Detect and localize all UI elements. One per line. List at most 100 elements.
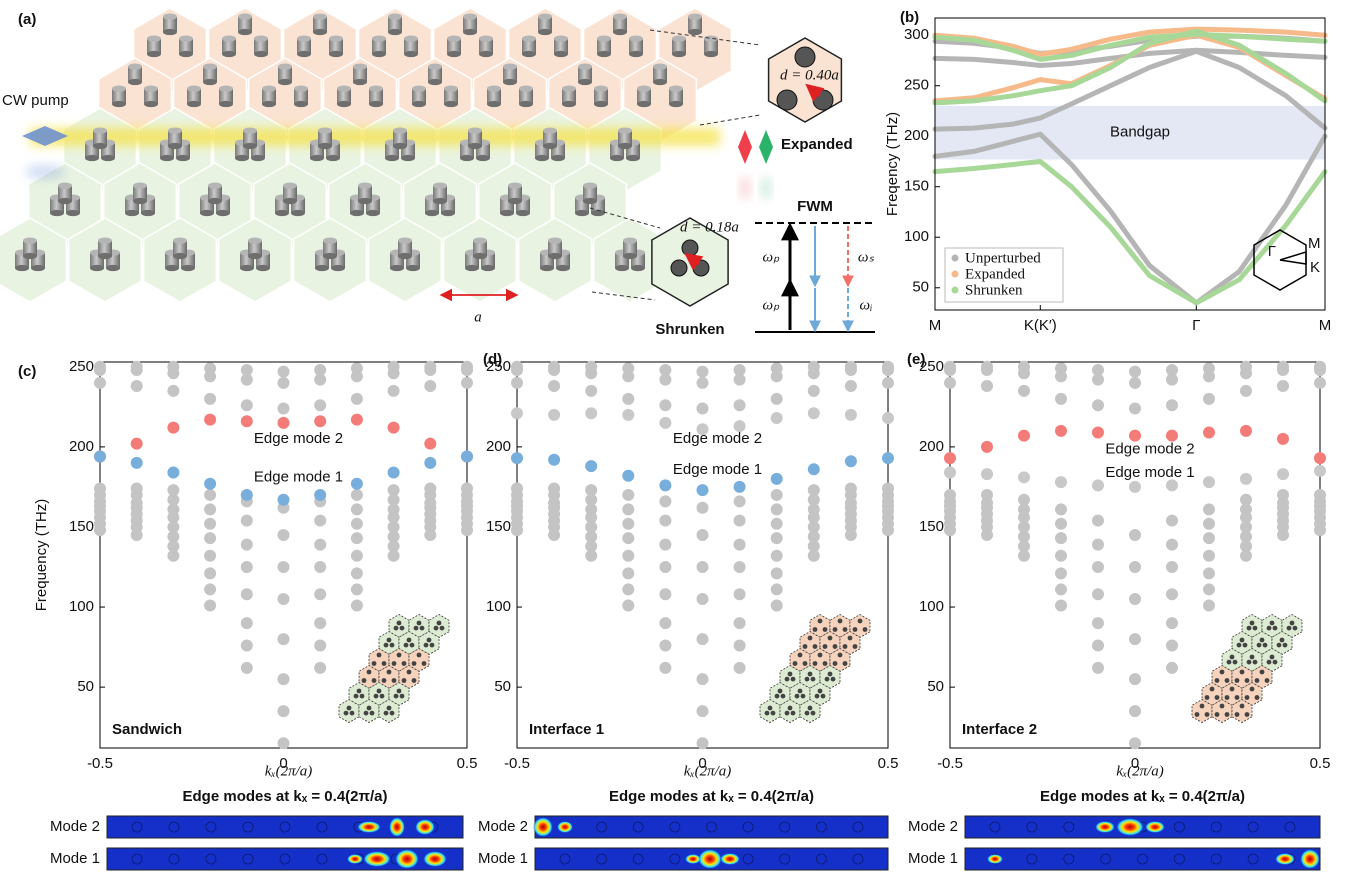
edge-mode-dot bbox=[1314, 465, 1326, 477]
bulk-dot bbox=[351, 532, 363, 544]
supercell-rod bbox=[1267, 626, 1272, 631]
supercell-rod bbox=[811, 711, 816, 716]
rod-base bbox=[554, 51, 568, 57]
edge-mode-dot bbox=[1055, 476, 1067, 488]
bulk-dot bbox=[241, 662, 253, 674]
bulk-dot bbox=[771, 503, 783, 515]
field-map-row-label: Mode 1 bbox=[478, 850, 528, 867]
supercell-rod bbox=[400, 694, 405, 699]
edge-mode-dot bbox=[1240, 473, 1252, 485]
supercell-rod bbox=[367, 670, 372, 675]
fwm-title: FWM bbox=[797, 198, 833, 215]
edge-mode-dot bbox=[1314, 452, 1326, 464]
bulk-dot bbox=[1055, 532, 1067, 544]
rod-base bbox=[473, 253, 487, 259]
edge-mode-dot bbox=[351, 478, 363, 490]
rod-top bbox=[653, 63, 667, 69]
supercell-rod bbox=[1270, 655, 1275, 660]
rod-top bbox=[278, 63, 292, 69]
supercell-rod bbox=[798, 653, 803, 658]
edge-mode-dot bbox=[278, 417, 290, 429]
supercell-rod bbox=[805, 711, 810, 716]
rod-base bbox=[216, 210, 230, 216]
supercell-rod bbox=[430, 643, 435, 648]
rod-base bbox=[538, 29, 552, 35]
rod-base bbox=[350, 210, 364, 216]
edge-mode-dot bbox=[388, 422, 400, 434]
x-tick-label: -0.5 bbox=[87, 755, 113, 772]
supercell-rod bbox=[1200, 704, 1205, 709]
bulk-dot bbox=[1166, 399, 1178, 411]
bulk-dot bbox=[622, 503, 634, 515]
bulk-dot bbox=[1092, 561, 1104, 573]
bulk-dot bbox=[1240, 361, 1252, 373]
rod-base bbox=[50, 210, 64, 216]
rod-base bbox=[704, 51, 718, 57]
bulk-dot bbox=[697, 561, 709, 573]
rod-base bbox=[163, 29, 177, 35]
edge-mode-dot bbox=[388, 467, 400, 479]
supercell-rod bbox=[382, 678, 387, 683]
bulk-dot bbox=[314, 561, 326, 573]
bulk-dot bbox=[1203, 362, 1215, 374]
bulk-dot bbox=[1277, 361, 1289, 373]
bulk-dot bbox=[771, 567, 783, 579]
rod-base bbox=[238, 29, 252, 35]
rod-top bbox=[128, 63, 142, 69]
rod-top bbox=[23, 237, 37, 243]
supercell-rod bbox=[350, 711, 355, 716]
field-hotspot bbox=[720, 853, 740, 865]
bulk-dot bbox=[1055, 393, 1067, 405]
bulk-dot bbox=[659, 539, 671, 551]
supercell-rod bbox=[1210, 687, 1215, 692]
rod-base bbox=[465, 265, 479, 271]
rod-base bbox=[101, 155, 115, 161]
supercell-rod bbox=[1240, 670, 1245, 675]
bz-label: M bbox=[1308, 235, 1321, 252]
supercell-rod bbox=[843, 661, 848, 666]
rod-base bbox=[516, 210, 530, 216]
supercell-rod bbox=[372, 661, 377, 666]
bulk-dot bbox=[388, 385, 400, 397]
rod-base bbox=[522, 51, 536, 57]
bulk-dot bbox=[1129, 705, 1141, 717]
field-hotspot bbox=[1275, 853, 1295, 865]
supercell-rod bbox=[400, 626, 405, 631]
supercell-rod bbox=[791, 677, 796, 682]
rod-base bbox=[404, 51, 418, 57]
legend-label: Expanded bbox=[965, 266, 1025, 282]
bulk-dot bbox=[424, 483, 436, 495]
rod-base bbox=[133, 198, 147, 204]
field-map-title: Edge modes at kₓ = 0.4(2π/a) bbox=[609, 788, 814, 805]
field-hotspot bbox=[357, 821, 381, 833]
supercell-rod bbox=[818, 689, 823, 694]
rod-top bbox=[672, 35, 686, 41]
x-axis-label: kₓ(2π/a) bbox=[1116, 763, 1164, 779]
bulk-dot bbox=[659, 364, 671, 376]
bulk-dot bbox=[622, 518, 634, 530]
y-tick-label: 100 bbox=[904, 228, 929, 245]
rod-top bbox=[548, 237, 562, 243]
rod-top bbox=[168, 127, 182, 133]
rod-top bbox=[243, 127, 257, 133]
supercell-rod bbox=[1225, 695, 1230, 700]
y-tick-label: 150 bbox=[486, 518, 511, 535]
rod-base bbox=[398, 253, 412, 259]
edge-mode-dot bbox=[131, 457, 143, 469]
supercell-rod bbox=[1270, 621, 1275, 626]
bulk-dot bbox=[1129, 633, 1141, 645]
bulk-dot bbox=[622, 489, 634, 501]
bulk-dot bbox=[278, 561, 290, 573]
supercell-rod bbox=[1245, 712, 1250, 717]
supercell-rod bbox=[377, 653, 382, 658]
supercell-rod bbox=[1255, 678, 1260, 683]
x-axis-label: kₓ(2π/a) bbox=[684, 763, 732, 779]
edge-mode-dot bbox=[1240, 425, 1252, 437]
y-tick-label: 50 bbox=[494, 678, 511, 695]
inset-label: Sandwich bbox=[112, 721, 182, 738]
rod-base bbox=[144, 101, 158, 107]
rod-base bbox=[326, 155, 340, 161]
field-hotspot bbox=[1116, 818, 1144, 836]
bulk-dot bbox=[845, 361, 857, 373]
rod-base bbox=[275, 210, 289, 216]
